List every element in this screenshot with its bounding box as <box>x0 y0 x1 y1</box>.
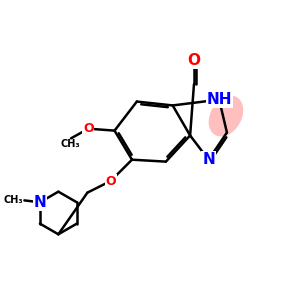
Text: N: N <box>202 152 215 167</box>
Text: O: O <box>105 175 116 188</box>
Text: CH₃: CH₃ <box>4 195 23 206</box>
Text: O: O <box>188 53 200 68</box>
Text: O: O <box>83 122 94 135</box>
Ellipse shape <box>209 96 243 136</box>
Text: N: N <box>34 195 46 210</box>
Text: CH₃: CH₃ <box>60 139 80 149</box>
Text: NH: NH <box>206 92 232 107</box>
